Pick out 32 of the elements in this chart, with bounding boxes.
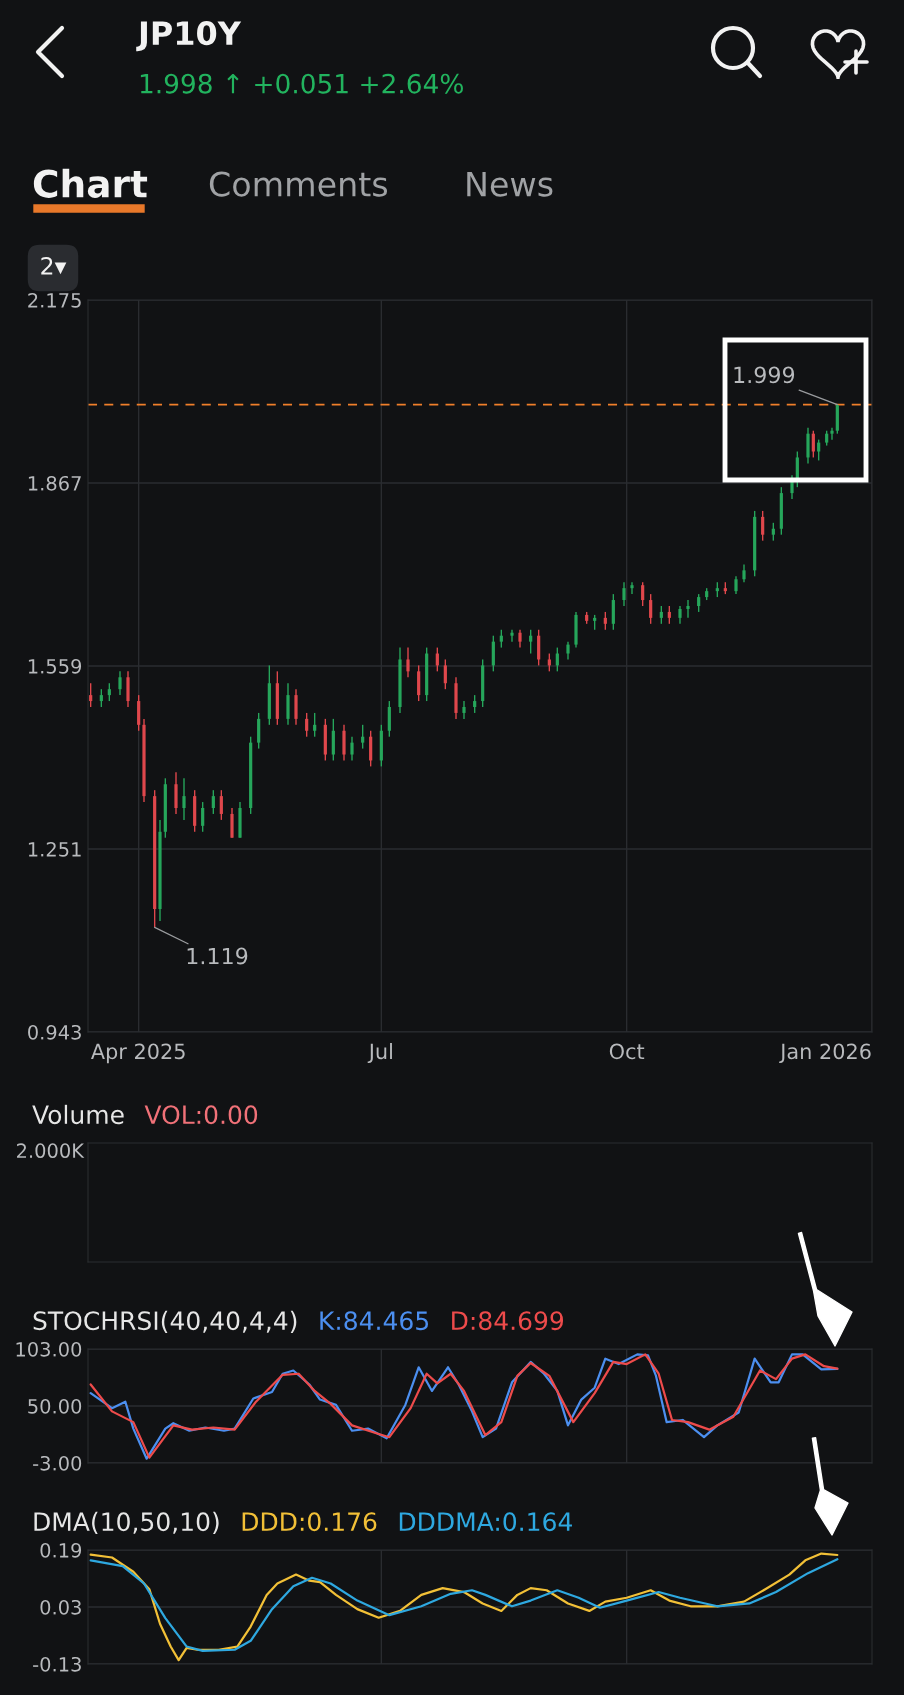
x-tick-label: Jan 2026 (779, 1043, 871, 1064)
chart-title: DMA(10,50,10) (34, 1511, 219, 1535)
text: VOL:0.00 (144, 1105, 258, 1125)
annotation: 1.999 (734, 366, 795, 384)
chart-subtitle: 1.998 ↑ +0.051 +2.64% (140, 73, 463, 94)
y-tick-label: -0.13 (33, 1656, 81, 1672)
y-tick-label: 1.251 (28, 841, 81, 857)
x-tick-label: Jul (367, 1043, 392, 1064)
text: Comments (209, 171, 388, 197)
y-tick-label: -3.00 (33, 1455, 82, 1471)
x-tick-label: Oct (609, 1043, 645, 1060)
y-tick-label: 103.00 (16, 1341, 82, 1357)
y-tick-label: 2.175 (28, 292, 81, 308)
chart-title: STOCHRSI(40,40,4,4) (33, 1310, 297, 1334)
y-tick-label: 0.943 (28, 1024, 81, 1040)
text: News (467, 171, 553, 197)
y-tick-label: 0.03 (40, 1599, 81, 1615)
annotation: 1.119 (187, 947, 248, 965)
x-tick-label: Apr 2025 (90, 1043, 185, 1064)
y-tick-label: 50.00 (28, 1398, 82, 1414)
text: 2▾ (41, 256, 67, 275)
series-label: K:84.465 (320, 1311, 429, 1331)
text: Volume (32, 1104, 124, 1125)
chart-title: JP10Y (136, 21, 242, 52)
y-tick-label: 0.19 (40, 1542, 82, 1558)
text: Chart (33, 168, 148, 198)
text: DDDMA:0.164 (399, 1512, 572, 1532)
y-tick-label: 1.559 (28, 658, 82, 674)
series-label: D:84.699 (452, 1311, 564, 1331)
text: 2.000K (17, 1143, 85, 1159)
y-tick-label: 1.867 (28, 475, 81, 491)
text: DDD:0.176 (242, 1512, 377, 1532)
